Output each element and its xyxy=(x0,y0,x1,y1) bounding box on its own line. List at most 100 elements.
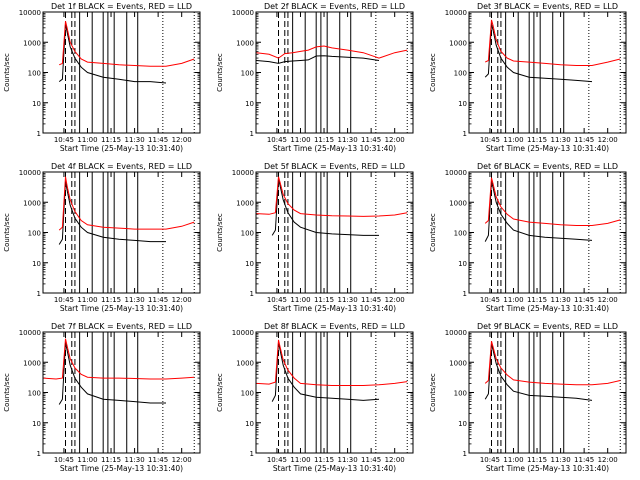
x-axis-label: Start Time (25-May-13 10:31:40) xyxy=(60,464,183,473)
x-tick-label: 12:00 xyxy=(385,136,405,144)
y-tick-label: 1000 xyxy=(236,359,254,367)
y-axis-label: Counts/sec xyxy=(429,53,437,92)
y-tick-label: 10000 xyxy=(445,329,467,337)
detector-panel: Det 2f BLACK = Events, RED = LLD 1 10 100 10… xyxy=(216,2,414,153)
y-tick-label: 10000 xyxy=(19,329,41,337)
y-tick-label: 1000 xyxy=(449,39,467,47)
x-tick-label: 11:45 xyxy=(361,136,381,144)
plot-frame xyxy=(255,171,414,294)
x-tick-label: 11:00 xyxy=(503,296,523,304)
x-tick-label: 11:45 xyxy=(574,296,594,304)
y-tick-label: 1000 xyxy=(449,359,467,367)
x-tick-label: 12:00 xyxy=(172,136,192,144)
x-tick-label: 12:00 xyxy=(172,456,192,464)
y-tick-label: 1000 xyxy=(449,199,467,207)
y-tick-label: 10 xyxy=(458,100,467,108)
y-axis-label: Counts/sec xyxy=(429,373,437,412)
x-tick-label: 11:45 xyxy=(574,456,594,464)
x-tick-label: 11:45 xyxy=(574,136,594,144)
detector-panel: Det 5f BLACK = Events, RED = LLD 1 10 100 10… xyxy=(216,162,414,313)
detector-panel: Det 4f BLACK = Events, RED = LLD 1 10 100 10… xyxy=(3,162,201,313)
y-tick-label: 1000 xyxy=(236,199,254,207)
panel-title: Det 6f BLACK = Events, RED = LLD xyxy=(477,162,618,171)
x-tick-label: 11:15 xyxy=(527,136,547,144)
plot-frame xyxy=(255,331,414,454)
panel-title: Det 2f BLACK = Events, RED = LLD xyxy=(264,2,405,11)
x-tick-label: 11:45 xyxy=(361,456,381,464)
x-tick-label: 11:15 xyxy=(101,136,121,144)
detector-panel: Det 6f BLACK = Events, RED = LLD 1 10 100 10… xyxy=(429,162,627,313)
y-tick-label: 10 xyxy=(245,260,254,268)
series-line-lld xyxy=(256,339,408,386)
x-tick-label: 11:30 xyxy=(337,296,357,304)
series-line-lld xyxy=(256,176,408,217)
y-tick-label: 1 xyxy=(250,450,254,458)
x-tick-label: 11:30 xyxy=(337,456,357,464)
x-tick-label: 11:45 xyxy=(148,136,168,144)
y-tick-label: 100 xyxy=(454,230,467,238)
x-tick-label: 10:45 xyxy=(54,296,74,304)
x-tick-label: 12:00 xyxy=(385,296,405,304)
y-tick-label: 100 xyxy=(241,70,254,78)
y-tick-label: 10000 xyxy=(19,169,41,177)
x-tick-label: 10:45 xyxy=(267,136,287,144)
y-tick-label: 100 xyxy=(454,390,467,398)
panel-title: Det 8f BLACK = Events, RED = LLD xyxy=(264,322,405,331)
y-tick-label: 1000 xyxy=(23,39,41,47)
y-tick-label: 10000 xyxy=(232,329,254,337)
x-tick-label: 11:30 xyxy=(550,456,570,464)
x-axis-label: Start Time (25-May-13 10:31:40) xyxy=(486,464,609,473)
y-axis-label: Counts/sec xyxy=(3,53,11,92)
series-line-lld xyxy=(484,340,621,386)
x-tick-label: 11:30 xyxy=(550,136,570,144)
x-tick-label: 10:45 xyxy=(54,136,74,144)
plot-frame xyxy=(255,11,414,134)
x-tick-label: 10:45 xyxy=(480,456,500,464)
y-tick-label: 1000 xyxy=(236,39,254,47)
x-tick-label: 11:45 xyxy=(361,296,381,304)
detector-panel: Det 9f BLACK = Events, RED = LLD 1 10 100 10… xyxy=(429,322,627,473)
panel-title: Det 1f BLACK = Events, RED = LLD xyxy=(51,2,192,11)
y-axis-label: Counts/sec xyxy=(429,213,437,252)
x-tick-label: 11:15 xyxy=(101,456,121,464)
series-line-lld xyxy=(484,177,621,226)
x-tick-label: 12:00 xyxy=(172,296,192,304)
panel-title: Det 7f BLACK = Events, RED = LLD xyxy=(51,322,192,331)
x-tick-label: 12:00 xyxy=(598,296,618,304)
y-tick-label: 100 xyxy=(28,230,41,238)
series-line-lld xyxy=(256,45,408,59)
detector-panel: Det 7f BLACK = Events, RED = LLD 1 10 100 10… xyxy=(3,322,201,473)
x-tick-label: 11:00 xyxy=(290,456,310,464)
x-axis-label: Start Time (25-May-13 10:31:40) xyxy=(273,144,396,153)
detector-panel: Det 1f BLACK = Events, RED = LLD 1 10 100 10… xyxy=(3,2,201,153)
x-axis-label: Start Time (25-May-13 10:31:40) xyxy=(486,144,609,153)
x-tick-label: 11:45 xyxy=(148,456,168,464)
y-tick-label: 10 xyxy=(32,100,41,108)
y-tick-label: 1 xyxy=(463,290,467,298)
y-tick-label: 10000 xyxy=(445,169,467,177)
x-tick-label: 11:00 xyxy=(290,136,310,144)
series-line-lld xyxy=(43,338,195,380)
y-tick-label: 1 xyxy=(463,450,467,458)
x-tick-label: 10:45 xyxy=(267,296,287,304)
y-axis-label: Counts/sec xyxy=(216,213,224,252)
plot-frame xyxy=(42,331,201,454)
y-tick-label: 100 xyxy=(28,390,41,398)
y-tick-label: 10 xyxy=(458,420,467,428)
series-line-lld xyxy=(58,176,195,231)
panel-title: Det 3f BLACK = Events, RED = LLD xyxy=(477,2,618,11)
series-line-lld xyxy=(58,20,195,67)
x-tick-label: 11:15 xyxy=(314,456,334,464)
x-axis-label: Start Time (25-May-13 10:31:40) xyxy=(273,304,396,313)
x-tick-label: 11:00 xyxy=(290,296,310,304)
x-tick-label: 11:15 xyxy=(314,136,334,144)
x-tick-label: 11:30 xyxy=(550,296,570,304)
plot-frame xyxy=(468,11,627,134)
x-tick-label: 10:45 xyxy=(480,136,500,144)
x-tick-label: 11:45 xyxy=(148,296,168,304)
y-axis-label: Counts/sec xyxy=(3,373,11,412)
panel-title: Det 5f BLACK = Events, RED = LLD xyxy=(264,162,405,171)
x-tick-label: 11:15 xyxy=(527,456,547,464)
x-tick-label: 11:30 xyxy=(124,456,144,464)
